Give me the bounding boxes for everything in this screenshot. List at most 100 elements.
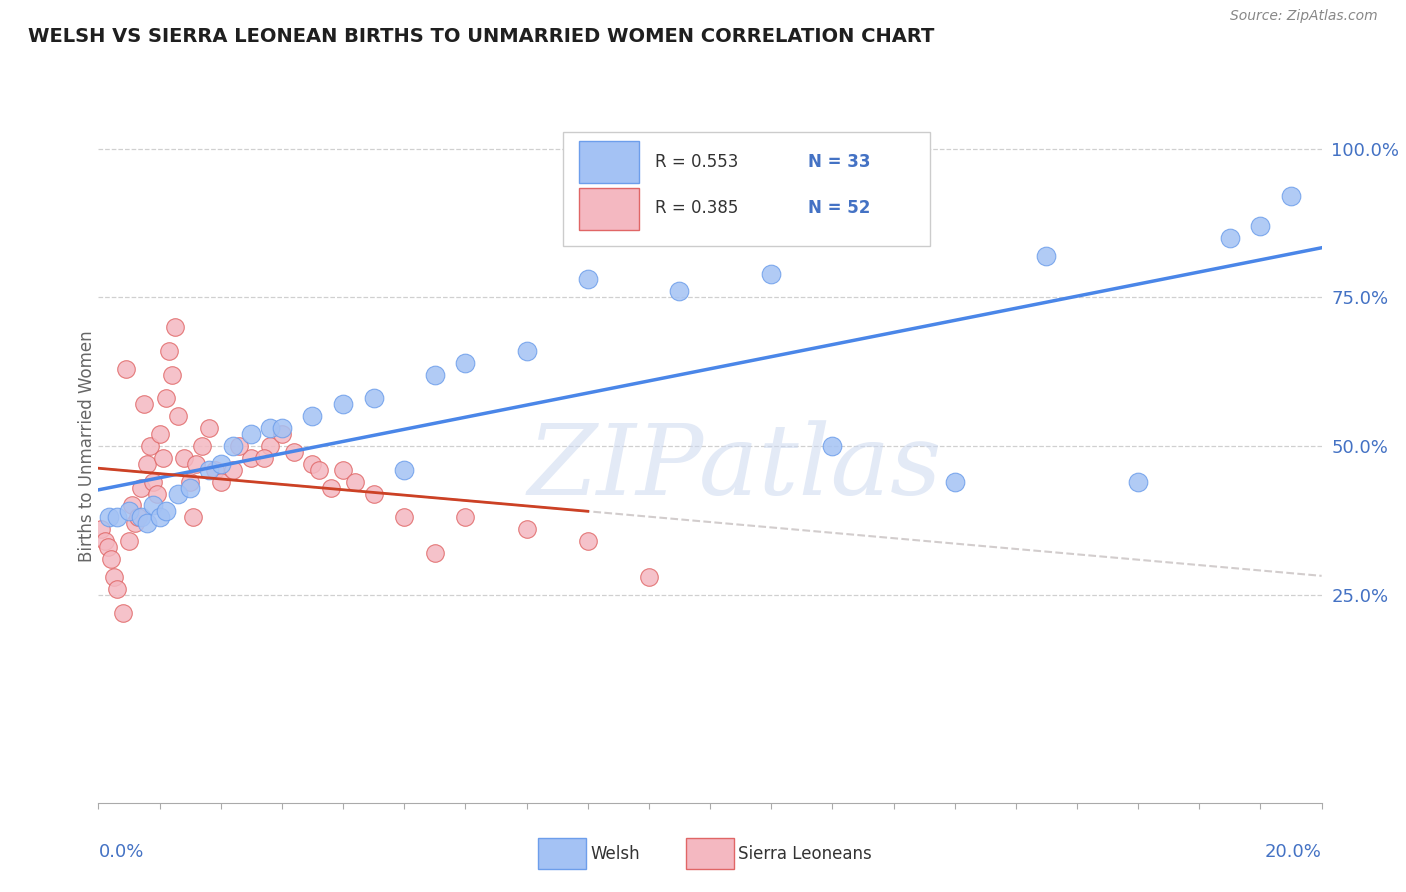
Point bbox=[191, 439, 214, 453]
Point bbox=[392, 463, 416, 477]
Point bbox=[344, 475, 367, 489]
Text: N = 33: N = 33 bbox=[808, 153, 870, 171]
Point bbox=[821, 439, 844, 453]
Point bbox=[761, 267, 783, 281]
Point bbox=[1279, 189, 1302, 203]
Point bbox=[163, 320, 186, 334]
FancyBboxPatch shape bbox=[579, 141, 640, 184]
Point bbox=[423, 546, 446, 560]
Text: Welsh: Welsh bbox=[591, 845, 640, 863]
Point bbox=[118, 534, 141, 549]
Point bbox=[270, 421, 294, 435]
Point bbox=[105, 582, 128, 596]
Point bbox=[145, 486, 167, 500]
Point bbox=[1250, 219, 1272, 233]
Point bbox=[332, 463, 354, 477]
Text: WELSH VS SIERRA LEONEAN BIRTHS TO UNMARRIED WOMEN CORRELATION CHART: WELSH VS SIERRA LEONEAN BIRTHS TO UNMARR… bbox=[28, 27, 935, 45]
Point bbox=[301, 457, 323, 471]
Point bbox=[100, 552, 122, 566]
Point bbox=[392, 510, 416, 524]
Text: 0.0%: 0.0% bbox=[98, 843, 143, 861]
Point bbox=[363, 486, 385, 500]
Y-axis label: Births to Unmarried Women: Births to Unmarried Women bbox=[79, 330, 96, 562]
Point bbox=[155, 392, 177, 406]
Point bbox=[240, 450, 263, 465]
Point bbox=[139, 439, 162, 453]
Text: R = 0.553: R = 0.553 bbox=[655, 153, 738, 171]
Point bbox=[105, 510, 128, 524]
Point bbox=[283, 445, 305, 459]
Point bbox=[127, 510, 149, 524]
Point bbox=[181, 510, 204, 524]
Point bbox=[115, 361, 138, 376]
Point bbox=[576, 272, 599, 286]
Point bbox=[124, 516, 146, 531]
Point bbox=[179, 475, 201, 489]
Point bbox=[222, 463, 245, 477]
Point bbox=[93, 534, 115, 549]
Point bbox=[129, 510, 152, 524]
Point bbox=[149, 427, 172, 442]
Point bbox=[301, 409, 323, 424]
Point bbox=[136, 516, 159, 531]
Point bbox=[1035, 249, 1057, 263]
Point bbox=[136, 457, 159, 471]
Point bbox=[129, 481, 152, 495]
Point bbox=[149, 510, 172, 524]
Point bbox=[142, 499, 165, 513]
Point bbox=[668, 285, 690, 299]
Point bbox=[423, 368, 446, 382]
Point bbox=[454, 356, 477, 370]
Point bbox=[576, 534, 599, 549]
Point bbox=[516, 343, 538, 358]
Text: R = 0.385: R = 0.385 bbox=[655, 200, 738, 218]
Point bbox=[1219, 231, 1241, 245]
Point bbox=[90, 522, 112, 536]
Point bbox=[308, 463, 330, 477]
Point bbox=[121, 499, 143, 513]
Point bbox=[319, 481, 342, 495]
Point bbox=[197, 463, 219, 477]
Point bbox=[363, 392, 385, 406]
FancyBboxPatch shape bbox=[564, 132, 931, 246]
Point bbox=[111, 606, 134, 620]
Point bbox=[186, 457, 208, 471]
Point bbox=[155, 504, 177, 518]
Point bbox=[240, 427, 263, 442]
Point bbox=[259, 421, 281, 435]
Point bbox=[197, 421, 219, 435]
Point bbox=[252, 450, 274, 465]
Point bbox=[943, 475, 966, 489]
Point bbox=[454, 510, 477, 524]
Point bbox=[142, 475, 165, 489]
Point bbox=[204, 463, 226, 477]
Point bbox=[1128, 475, 1150, 489]
Text: N = 52: N = 52 bbox=[808, 200, 870, 218]
Point bbox=[259, 439, 281, 453]
Point bbox=[332, 397, 354, 411]
Point bbox=[270, 427, 294, 442]
Text: Sierra Leoneans: Sierra Leoneans bbox=[738, 845, 872, 863]
Point bbox=[160, 368, 183, 382]
Point bbox=[167, 486, 190, 500]
Point bbox=[167, 409, 190, 424]
Point bbox=[209, 475, 232, 489]
Point bbox=[152, 450, 174, 465]
Text: 20.0%: 20.0% bbox=[1265, 843, 1322, 861]
Point bbox=[118, 504, 141, 518]
Point bbox=[209, 457, 232, 471]
Point bbox=[228, 439, 250, 453]
Point bbox=[97, 540, 120, 554]
Point bbox=[173, 450, 195, 465]
Text: Source: ZipAtlas.com: Source: ZipAtlas.com bbox=[1230, 9, 1378, 23]
Point bbox=[179, 481, 201, 495]
Point bbox=[222, 439, 245, 453]
Point bbox=[157, 343, 180, 358]
Point bbox=[103, 570, 125, 584]
Point bbox=[134, 397, 156, 411]
FancyBboxPatch shape bbox=[579, 187, 640, 230]
Point bbox=[516, 522, 538, 536]
Text: ZIPatlas: ZIPatlas bbox=[527, 420, 942, 515]
Point bbox=[638, 570, 661, 584]
Point bbox=[98, 510, 121, 524]
